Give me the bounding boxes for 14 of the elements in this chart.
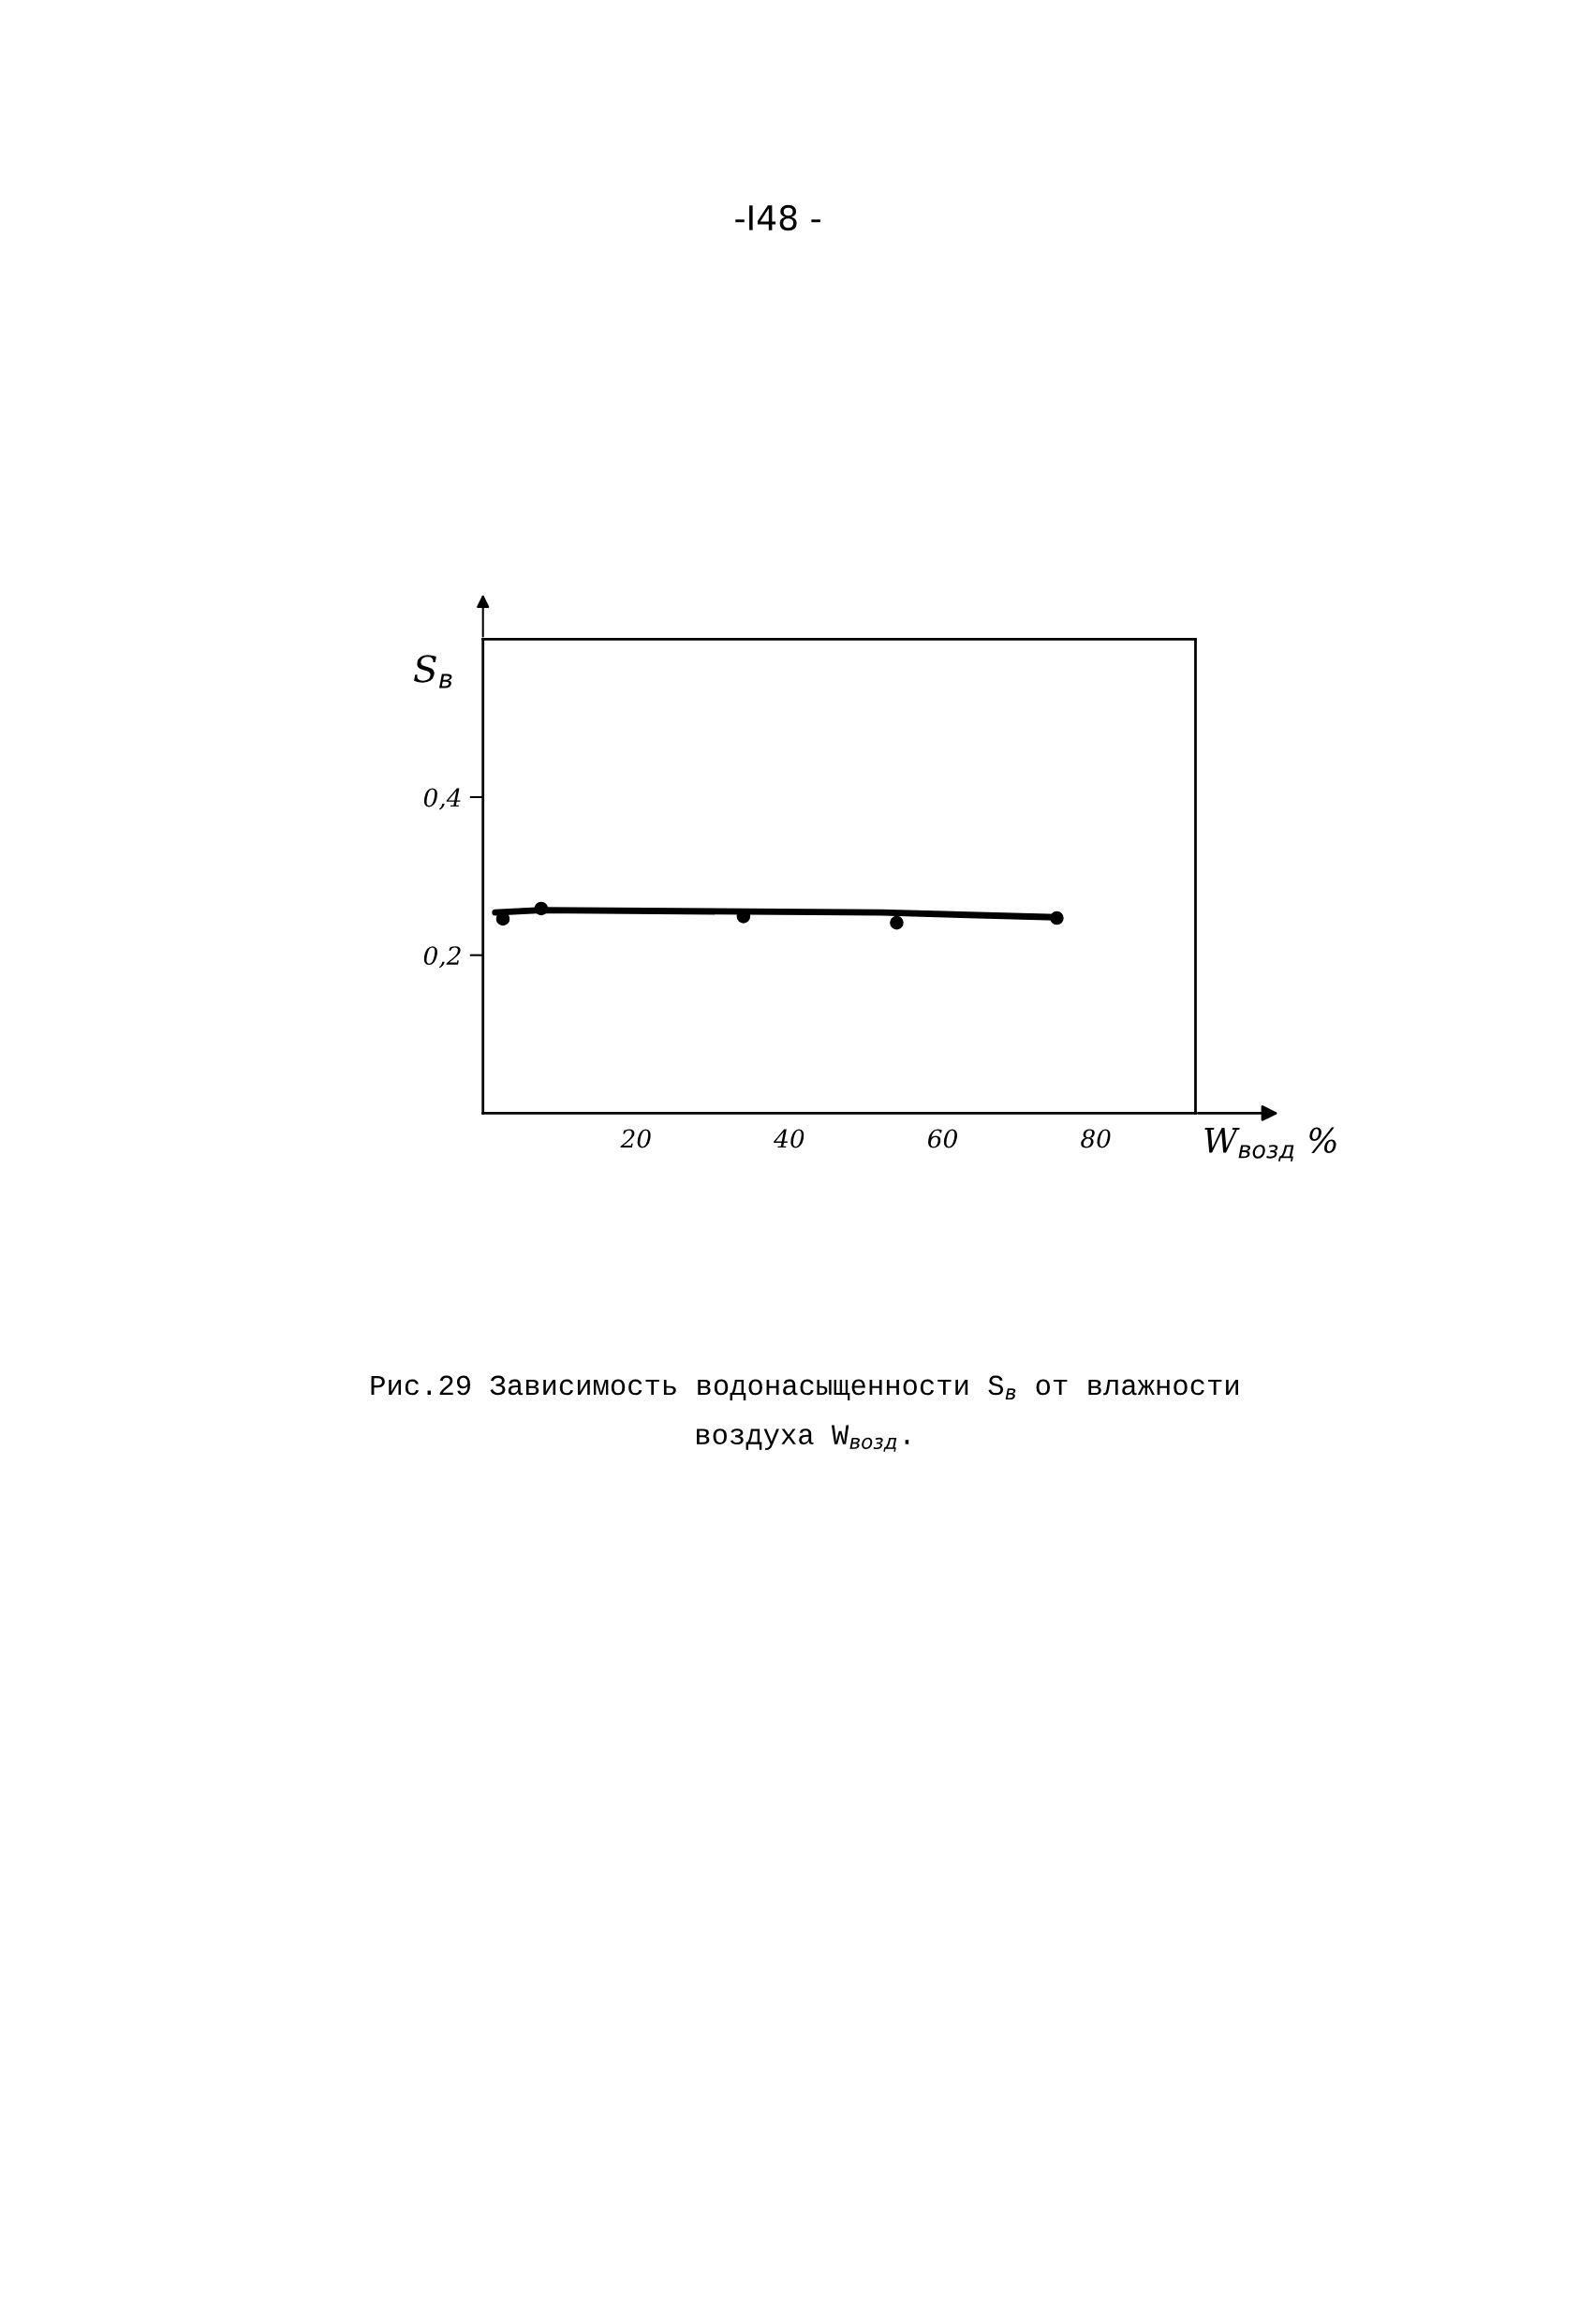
x-tick-label: 60 bbox=[928, 1129, 957, 1148]
point bbox=[890, 915, 904, 930]
y-tick-label: 0,2 bbox=[423, 946, 461, 969]
text: -I48 - bbox=[735, 204, 820, 231]
y-tick-label: 0,4 bbox=[423, 788, 461, 810]
x-tick-label: 20 bbox=[620, 1129, 651, 1148]
text: Рис.29 Зависимость водонасыщенности S$_{в}$ от влажности bbox=[371, 1375, 1238, 1401]
point bbox=[1050, 910, 1064, 925]
x-axis-title: W$_{возд}$ % bbox=[1204, 1127, 1336, 1162]
point bbox=[534, 901, 549, 916]
text: воздуха W$_{возд}$. bbox=[697, 1425, 909, 1452]
x-tick-label: 80 bbox=[1081, 1129, 1111, 1148]
y-axis-title: S$_{в}$ bbox=[414, 655, 452, 688]
x-tick-label: 40 bbox=[774, 1129, 804, 1148]
